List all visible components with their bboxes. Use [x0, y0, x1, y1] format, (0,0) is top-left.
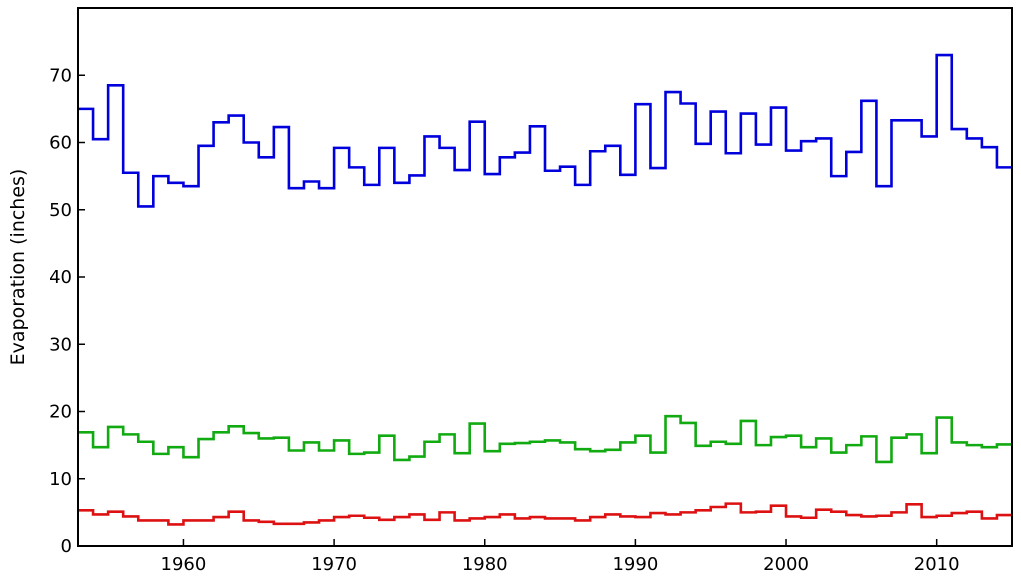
y-tick-label: 60 — [49, 133, 72, 154]
series-layer — [78, 53, 1012, 526]
x-tick-label: 1990 — [612, 554, 658, 575]
y-axis-label: Evaporation (inches) — [7, 169, 29, 366]
y-tick-label: 20 — [49, 402, 72, 423]
y-tick-label: 70 — [49, 65, 72, 86]
y-tick-label: 10 — [49, 469, 72, 490]
ticks-layer: 1960 1970 1980 1990 2000 2010 0 10 20 30 40 50 60 70 — [49, 65, 959, 575]
x-tick-label: 1960 — [161, 554, 207, 575]
series-line-1 — [78, 53, 1012, 208]
x-tick-label: 1980 — [462, 554, 508, 575]
y-tick-label: 40 — [49, 267, 72, 288]
y-tick-label: 0 — [61, 536, 72, 557]
series-line-2 — [78, 414, 1012, 464]
x-tick-label: 2010 — [914, 554, 960, 575]
plot-frame — [77, 7, 1013, 547]
y-tick-label: 50 — [49, 200, 72, 221]
y-tick-label: 30 — [49, 334, 72, 355]
series-line-3 — [78, 502, 1012, 526]
x-tick-label: 2000 — [763, 554, 809, 575]
x-tick-label: 1970 — [311, 554, 357, 575]
